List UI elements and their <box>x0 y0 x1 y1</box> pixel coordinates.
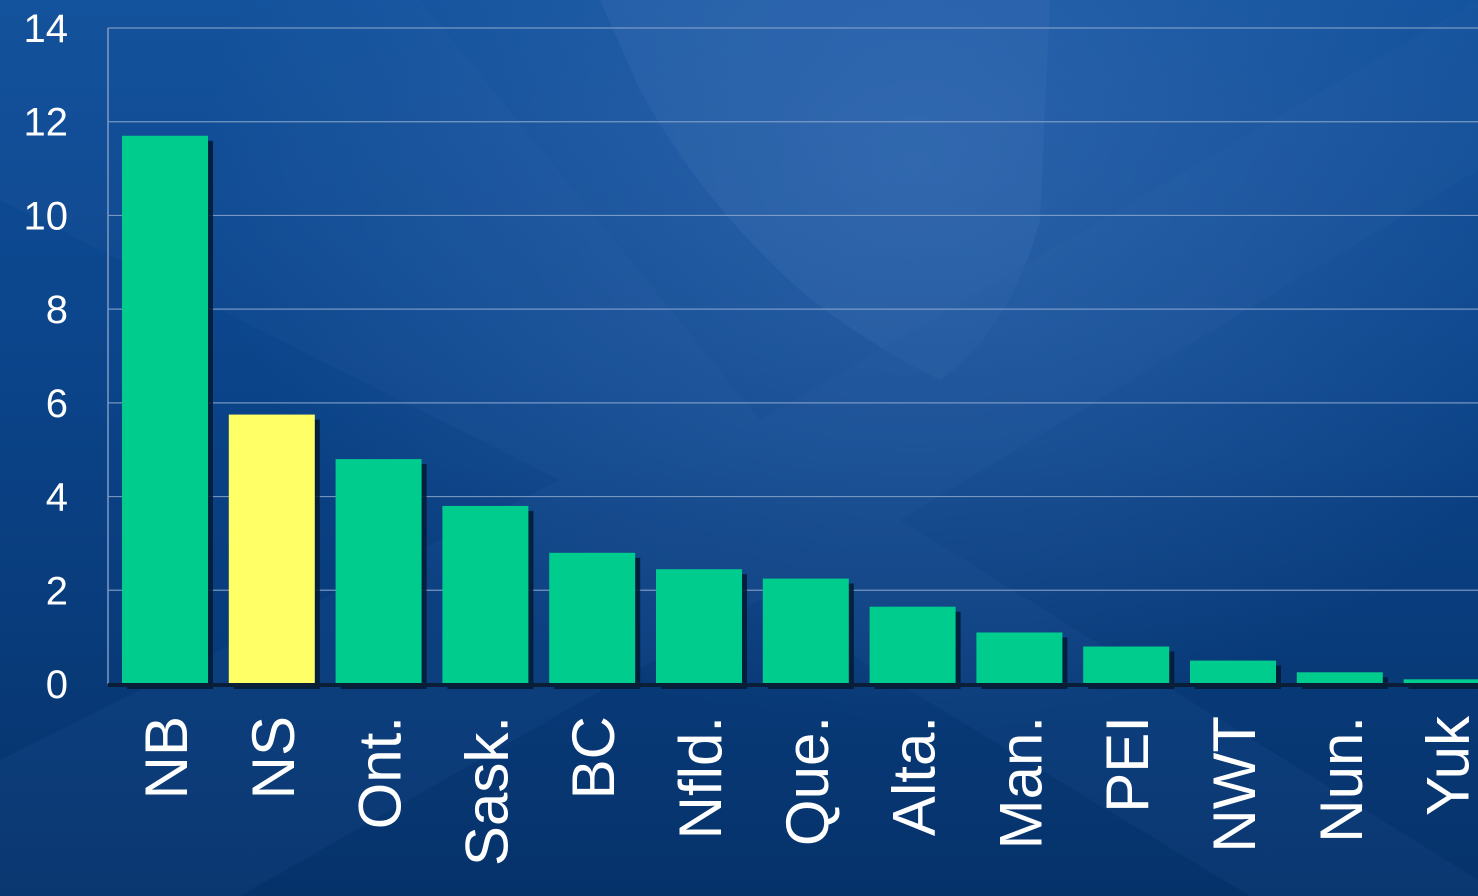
x-category-label: NB <box>133 716 200 799</box>
y-tick-label: 12 <box>24 101 69 145</box>
bar-alta <box>869 606 956 684</box>
bar-ns <box>228 414 315 684</box>
x-category-label: Que. <box>774 716 841 846</box>
x-category-labels: NB NS Ont. Sask. BC Nfld. Que. Alta. Man. PEI NWT N… <box>133 715 1478 866</box>
x-category-label: Ont. <box>347 716 414 829</box>
x-category-label: NS <box>240 716 307 799</box>
bar-bc <box>549 552 636 684</box>
x-category-label: Nun. <box>1308 716 1375 843</box>
y-tick-label: 0 <box>46 663 68 707</box>
bar-nun <box>1296 672 1383 684</box>
bar-yuk <box>1403 679 1478 684</box>
bar-pei <box>1083 646 1170 684</box>
y-tick-label: 10 <box>24 194 69 238</box>
axes <box>107 28 1478 687</box>
bars <box>122 135 1478 684</box>
y-tick-label: 14 <box>24 7 69 51</box>
y-tick-label: 6 <box>46 382 68 426</box>
bar-man <box>976 632 1063 684</box>
y-tick-label: 2 <box>46 569 68 613</box>
x-category-label: Yuk <box>1415 715 1478 816</box>
bar-nb <box>122 135 208 684</box>
x-category-label: BC <box>560 716 627 799</box>
bar-nwt <box>1190 660 1276 684</box>
bar-sask <box>442 505 529 684</box>
y-tick-label: 4 <box>46 476 68 520</box>
bar-nfld <box>656 569 742 684</box>
bar-que <box>762 578 849 684</box>
x-category-label: Sask. <box>453 716 520 866</box>
y-tick-labels: 0 2 4 6 8 10 12 14 <box>24 7 69 707</box>
y-tick-label: 8 <box>46 288 68 332</box>
bar-ont <box>335 459 422 684</box>
x-category-label: Nfld. <box>667 716 734 839</box>
x-category-label: Man. <box>987 716 1054 849</box>
x-category-label: Alta. <box>881 716 948 836</box>
x-category-label: PEI <box>1094 716 1161 813</box>
x-category-label: NWT <box>1201 716 1268 853</box>
